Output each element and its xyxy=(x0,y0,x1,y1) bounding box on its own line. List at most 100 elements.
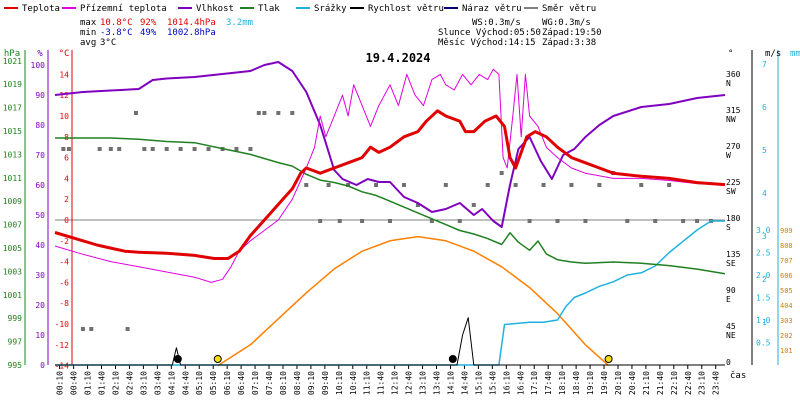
hpa-axis-tick-label: 1015 xyxy=(3,127,22,136)
legend-label: Přízemní teplota xyxy=(80,4,167,14)
wind-direction-point xyxy=(527,219,532,223)
x-tick-label: 09:10 xyxy=(307,371,316,395)
wind-direction-point xyxy=(276,111,281,115)
direction-tick-label: 90 xyxy=(726,286,736,295)
x-tick-label: 15:40 xyxy=(488,371,497,395)
x-tick-label: 00:40 xyxy=(70,371,79,395)
direction-tick-label: 360 xyxy=(726,70,741,79)
hpa-axis-tick-label: 1003 xyxy=(3,267,22,276)
direction-tick-name: NE xyxy=(726,331,736,340)
plot-frame xyxy=(55,219,725,366)
stat-temp: -3.8°C xyxy=(100,28,133,38)
x-tick-label: 01:10 xyxy=(84,371,93,395)
wind-direction-point xyxy=(133,111,138,115)
x-tick-label: 17:40 xyxy=(544,371,553,395)
direction-tick-name: SW xyxy=(726,187,736,196)
sunset-marker xyxy=(604,355,613,363)
celsius-axis-tick-label: -8 xyxy=(59,299,69,308)
percent-axis-tick-label: 0 xyxy=(40,361,45,370)
x-tick-label: 09:40 xyxy=(321,371,330,395)
hpa-axis-tick-label: 1001 xyxy=(3,291,22,300)
x-tick-label: 18:10 xyxy=(558,371,567,395)
celsius-axis-unit: °C xyxy=(59,49,70,59)
wind-direction-point xyxy=(117,147,122,151)
direction-tick-name: S xyxy=(726,223,731,232)
x-tick-label: 06:10 xyxy=(223,371,232,395)
moonrise-marker xyxy=(448,355,457,363)
x-tick-label: 08:40 xyxy=(293,371,302,395)
celsius-axis-tick-label: 6 xyxy=(64,154,69,163)
wind-direction-point xyxy=(89,327,94,331)
series-vlhkost xyxy=(54,61,726,228)
x-tick-label: 23:40 xyxy=(712,371,721,395)
wind-direction-point xyxy=(429,219,434,223)
wind-direction-point xyxy=(555,219,560,223)
x-tick-label: 16:10 xyxy=(502,371,511,395)
data-series xyxy=(54,61,726,367)
x-tick-label: 11:40 xyxy=(377,371,386,395)
stats-panel: max 10.8°C 92% 1014.4hPa 3.2mm min -3.8°C 49% 10… xyxy=(80,18,602,48)
hpa-axis-unit: hPa xyxy=(4,49,20,59)
wind-direction-point xyxy=(583,219,588,223)
wind-direction-point xyxy=(256,111,261,115)
ms-tick-label: 3 xyxy=(762,232,767,241)
legend-label: Rychlost větru xyxy=(368,4,444,14)
hpa-axis-tick-label: 1005 xyxy=(3,244,22,253)
wind-direction-point xyxy=(513,183,518,187)
hpa-axis-tick-label: 999 xyxy=(8,314,23,323)
x-tick-label: 03:10 xyxy=(139,371,148,395)
x-tick-label: 12:40 xyxy=(405,371,414,395)
hpa-axis-tick-label: 1011 xyxy=(3,174,22,183)
ms-tick-label: 5 xyxy=(762,146,767,155)
moon-info: Měsíc Východ:14:15 xyxy=(438,38,536,48)
series-rychlost-v-tru xyxy=(55,317,725,366)
chart-title: 19.4.2024 xyxy=(365,51,430,65)
celsius-axis-tick-label: 14 xyxy=(59,70,69,79)
direction-tick-label: 270 xyxy=(726,142,741,151)
x-tick-label: 02:10 xyxy=(111,371,120,395)
x-tick-label: 05:40 xyxy=(209,371,218,395)
direction-tick-name: SE xyxy=(726,259,736,268)
x-tick-label: 21:40 xyxy=(656,371,665,395)
x-tick-label: 17:10 xyxy=(530,371,539,395)
wind-direction-point xyxy=(653,219,658,223)
rain-minor-tick-label: 808 xyxy=(780,242,793,250)
percent-axis-tick-label: 20 xyxy=(35,301,45,310)
x-tick-label: 05:10 xyxy=(195,371,204,395)
mm-tick-label: 0.5 xyxy=(756,339,771,348)
direction-tick-name: W xyxy=(726,151,731,160)
x-tick-label: 03:40 xyxy=(153,371,162,395)
stat-label: max xyxy=(80,18,97,28)
hpa-axis-tick-label: 1021 xyxy=(3,57,22,66)
mm-tick-label: 2.0 xyxy=(756,271,771,280)
x-tick-label: 04:40 xyxy=(181,371,190,395)
hpa-axis-tick-label: 1017 xyxy=(3,104,22,113)
hpa-axis-tick-label: 997 xyxy=(8,338,23,347)
x-tick-label: 02:40 xyxy=(125,371,134,395)
direction-tick-name: N xyxy=(726,79,731,88)
ms-tick-label: 4 xyxy=(762,189,767,198)
wind-direction-point xyxy=(318,219,323,223)
wind-direction-point xyxy=(262,111,267,115)
x-tick-label: 12:10 xyxy=(391,371,400,395)
wind-direction-point xyxy=(178,147,183,151)
direction-tick-name: E xyxy=(726,295,731,304)
x-tick-label: 10:10 xyxy=(335,371,344,395)
wind-direction-point xyxy=(471,203,476,207)
mm-tick-label: 1.5 xyxy=(756,294,771,303)
celsius-axis-tick-label: -12 xyxy=(55,341,70,350)
percent-axis-unit: % xyxy=(37,49,43,59)
rain-minor-tick-label: 303 xyxy=(780,317,793,325)
x-tick-label: 13:10 xyxy=(419,371,428,395)
mm-unit: mm xyxy=(790,49,800,59)
x-tick-label: 08:10 xyxy=(279,371,288,395)
legend-label: Vlhkost xyxy=(196,4,234,14)
wind-direction-point xyxy=(66,147,71,151)
wind-direction-point xyxy=(326,183,331,187)
wind-direction-point xyxy=(248,147,253,151)
wind-direction-point xyxy=(457,219,462,223)
wind-direction-point xyxy=(290,111,295,115)
ms-tick-label: 2 xyxy=(762,275,767,284)
wind-direction-point xyxy=(206,147,211,151)
wind-direction-point xyxy=(541,183,546,187)
